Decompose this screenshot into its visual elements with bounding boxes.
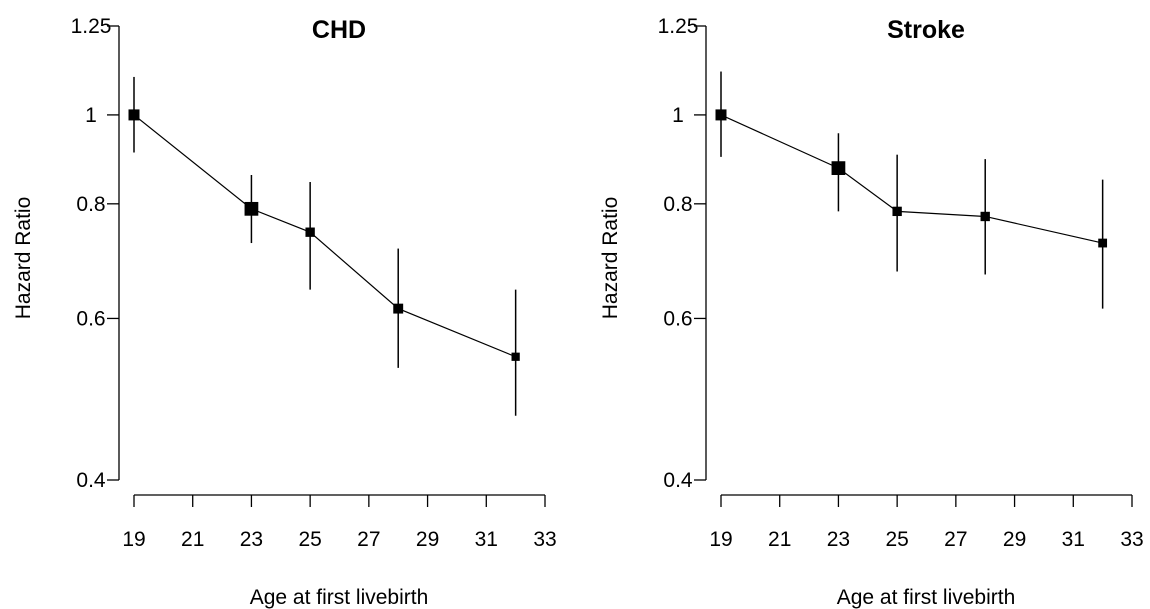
stroke-x-tick-label: 23 (827, 528, 850, 551)
stroke-y-tick-label: 0.6 (663, 307, 692, 330)
stroke-y-tick-label: 0.4 (663, 469, 693, 492)
stroke-data-point (715, 109, 727, 121)
chd-x-tick-label: 31 (475, 528, 498, 551)
chd-data-point (244, 201, 259, 216)
stroke-data-point (1098, 238, 1108, 248)
chd-data-point (305, 227, 315, 237)
stroke-data-point (892, 206, 902, 217)
chd-x-tick-label: 21 (181, 528, 204, 551)
stroke-x-tick-label: 27 (944, 528, 967, 551)
stroke-x-axis: 19 21 23 25 27 29 31 33 (709, 494, 1144, 551)
chd-y-tick-label: 0.8 (76, 193, 105, 216)
stroke-y-tick-label: 1 (672, 104, 684, 127)
chd-plot-area (128, 76, 520, 416)
chd-data-point (393, 303, 404, 314)
chd-panel: 0.4 0.6 0.8 1 1.25 19 21 23 25 27 29 31 33 CHD Age … (12, 15, 557, 609)
stroke-data-point (831, 161, 846, 175)
chd-y-axis: 0.4 0.6 0.8 1 1.25 (71, 15, 120, 492)
chd-x-tick-label: 33 (533, 528, 556, 551)
chd-data-point (128, 109, 140, 121)
chd-data-point (511, 352, 520, 361)
chd-y-tick-label: 0.6 (76, 307, 105, 330)
stroke-x-tick-label: 21 (768, 528, 791, 551)
chd-y-axis-title: Hazard Ratio (12, 197, 35, 320)
stroke-data-point (980, 211, 990, 222)
stroke-x-tick-label: 31 (1062, 528, 1085, 551)
stroke-series-line (720, 114, 1103, 244)
chd-x-axis: 19 21 23 25 27 29 31 33 (122, 494, 557, 551)
chd-x-tick-label: 19 (122, 528, 145, 551)
stroke-plot-area (715, 71, 1108, 309)
chd-x-tick-label: 27 (357, 528, 380, 551)
chd-x-tick-label: 23 (240, 528, 263, 551)
stroke-x-tick-label: 29 (1003, 528, 1026, 551)
stroke-y-axis: 0.4 0.6 0.8 1 1.25 (658, 15, 707, 492)
chd-series-line (133, 114, 516, 358)
chd-x-tick-label: 29 (416, 528, 439, 551)
stroke-x-tick-label: 25 (885, 528, 908, 551)
chd-y-tick-label: 1 (85, 104, 97, 127)
chd-panel-title: CHD (312, 16, 366, 44)
chd-y-tick-label: 0.4 (76, 469, 106, 492)
stroke-y-tick-label: 1.25 (658, 15, 699, 38)
stroke-panel: 0.4 0.6 0.8 1 1.25 19 21 23 25 27 29 31 33 Stroke A… (599, 15, 1144, 609)
stroke-panel-title: Stroke (887, 16, 965, 44)
stroke-x-axis-title: Age at first livebirth (837, 586, 1016, 609)
chd-x-axis-title: Age at first livebirth (250, 586, 429, 609)
chd-y-tick-label: 1.25 (71, 15, 112, 38)
chd-x-tick-label: 25 (298, 528, 321, 551)
stroke-x-tick-label: 33 (1120, 528, 1143, 551)
stroke-y-tick-label: 0.8 (663, 193, 692, 216)
stroke-x-tick-label: 19 (709, 528, 732, 551)
stroke-y-axis-title: Hazard Ratio (599, 197, 622, 320)
